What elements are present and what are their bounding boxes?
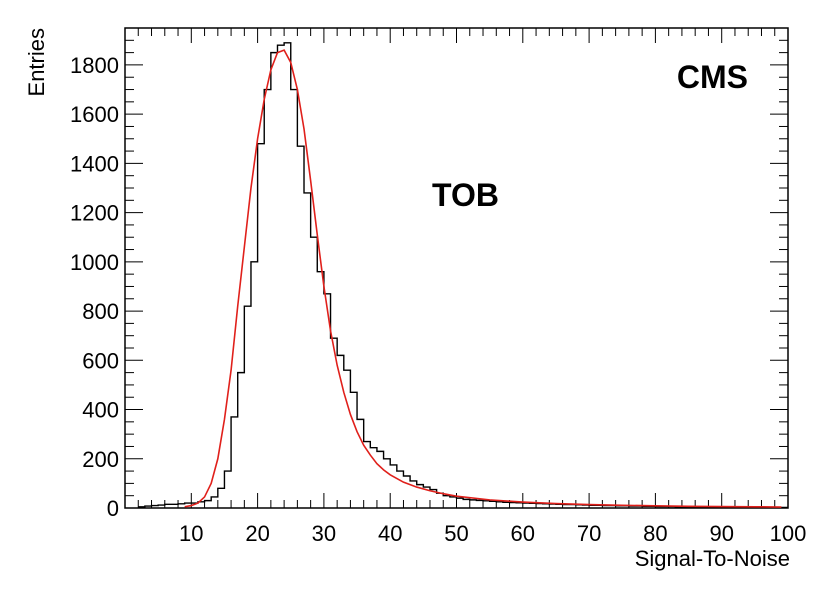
y-tick-label: 1200 [70, 201, 119, 226]
y-tick-labels: 0 200 400 600 800 1000 1200 1400 1600 1800 [70, 53, 119, 521]
x-tick-label: 80 [643, 521, 667, 546]
y-tick-label: 1400 [70, 151, 119, 176]
x-tick-label: 50 [444, 521, 468, 546]
y-tick-label: 0 [107, 496, 119, 521]
y-tick-label: 200 [82, 447, 119, 472]
y-axis-title: Entries [24, 28, 49, 96]
x-tick-label: 10 [179, 521, 203, 546]
x-tick-label: 100 [770, 521, 807, 546]
y-tick-label: 400 [82, 398, 119, 423]
axis-ticks [125, 27, 789, 509]
plot-frame [124, 27, 789, 509]
x-tick-label: 90 [709, 521, 733, 546]
y-tick-label: 1800 [70, 53, 119, 78]
cms-label: CMS [677, 59, 748, 95]
x-tick-label: 60 [511, 521, 535, 546]
histogram-series [138, 42, 788, 509]
y-tick-label: 1600 [70, 102, 119, 127]
x-tick-label: 20 [245, 521, 269, 546]
x-tick-labels: 10 20 30 40 50 60 70 80 90 100 [179, 521, 806, 546]
y-tick-label: 1000 [70, 250, 119, 275]
x-tick-label: 40 [378, 521, 402, 546]
fit-curve [184, 49, 782, 508]
x-axis-title: Signal-To-Noise [635, 546, 790, 571]
y-tick-label: 600 [82, 348, 119, 373]
y-tick-label: 800 [82, 299, 119, 324]
tob-label: TOB [432, 177, 499, 213]
x-tick-label: 70 [577, 521, 601, 546]
x-tick-label: 30 [312, 521, 336, 546]
